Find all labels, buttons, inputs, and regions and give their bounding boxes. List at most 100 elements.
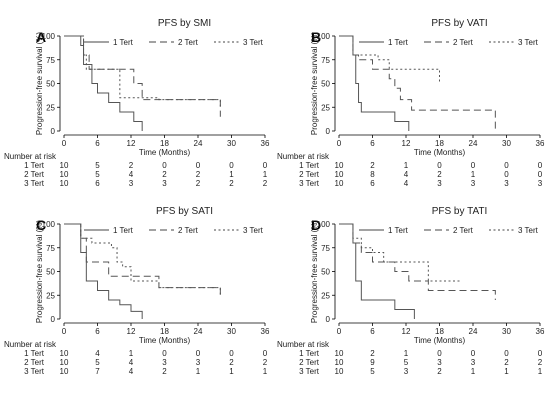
- x-tick-label: 24: [194, 327, 203, 336]
- risk-cell: 3: [129, 179, 134, 188]
- risk-cell: 1: [471, 367, 476, 376]
- risk-row-label: 1 Tert: [299, 349, 320, 358]
- risk-cell: 0: [538, 161, 543, 170]
- risk-cell: 4: [95, 349, 100, 358]
- legend-label-2: 2 Tert: [178, 38, 199, 47]
- y-tick-label: 0: [51, 127, 56, 136]
- x-tick-label: 30: [502, 139, 511, 148]
- y-tick-label: 100: [42, 220, 56, 229]
- risk-cell: 0: [263, 161, 268, 170]
- risk-cell: 1: [129, 349, 134, 358]
- risk-cell: 6: [95, 179, 100, 188]
- risk-row-label: 2 Tert: [24, 358, 45, 367]
- x-tick-label: 18: [435, 327, 444, 336]
- risk-cell: 2: [229, 358, 234, 367]
- x-tick-label: 6: [370, 327, 375, 336]
- x-axis-label: Time (Months): [414, 148, 466, 157]
- x-axis-label: Time (Months): [139, 336, 191, 345]
- risk-cell: 2: [263, 179, 268, 188]
- y-axis-label: Progression-free survival (%): [310, 32, 319, 135]
- y-tick-label: 50: [321, 80, 330, 89]
- risk-cell: 0: [437, 161, 442, 170]
- risk-cell: 10: [335, 349, 344, 358]
- risk-cell: 1: [263, 367, 268, 376]
- x-tick-label: 12: [402, 139, 411, 148]
- y-tick-label: 75: [321, 244, 330, 253]
- legend-label-1: 1 Tert: [113, 226, 134, 235]
- legend-label-1: 1 Tert: [388, 38, 409, 47]
- y-tick-label: 100: [317, 220, 331, 229]
- chart-title: PFS by TATI: [432, 206, 488, 217]
- series-line-2: [339, 223, 496, 300]
- risk-cell: 2: [229, 179, 234, 188]
- risk-cell: 2: [437, 367, 442, 376]
- x-tick-label: 0: [337, 327, 342, 336]
- risk-cell: 2: [196, 179, 201, 188]
- x-tick-label: 24: [469, 139, 478, 148]
- risk-cell: 0: [263, 349, 268, 358]
- y-axis-label: Progression-free survival (%): [35, 220, 44, 323]
- risk-cell: 3: [404, 367, 409, 376]
- risk-cell: 0: [538, 170, 543, 179]
- risk-cell: 0: [471, 161, 476, 170]
- risk-table-label: Number at risk: [277, 152, 330, 161]
- y-tick-label: 50: [46, 268, 55, 277]
- x-tick-label: 36: [261, 327, 270, 336]
- x-tick-label: 12: [402, 327, 411, 336]
- legend-label-2: 2 Tert: [178, 226, 199, 235]
- risk-cell: 4: [404, 170, 409, 179]
- x-axis-label: Time (Months): [139, 148, 191, 157]
- y-tick-label: 0: [326, 127, 331, 136]
- risk-cell: 8: [370, 170, 375, 179]
- risk-cell: 10: [60, 161, 69, 170]
- legend-label-3: 3 Tert: [243, 226, 264, 235]
- x-tick-label: 30: [502, 327, 511, 336]
- risk-cell: 5: [95, 161, 100, 170]
- risk-cell: 3: [471, 179, 476, 188]
- risk-cell: 0: [504, 161, 509, 170]
- x-tick-label: 12: [127, 139, 136, 148]
- legend-label-3: 3 Tert: [243, 38, 264, 47]
- x-tick-label: 0: [337, 139, 342, 148]
- risk-cell: 4: [404, 179, 409, 188]
- risk-cell: 0: [196, 349, 201, 358]
- risk-cell: 10: [335, 358, 344, 367]
- x-tick-label: 12: [127, 327, 136, 336]
- series-line-1: [64, 223, 143, 319]
- y-tick-label: 100: [317, 32, 331, 41]
- risk-cell: 2: [538, 358, 543, 367]
- y-tick-label: 75: [46, 56, 55, 65]
- risk-cell: 0: [229, 349, 234, 358]
- x-tick-label: 6: [95, 139, 100, 148]
- series-line-3: [64, 223, 221, 296]
- y-tick-label: 0: [51, 315, 56, 324]
- x-axis-label: Time (Months): [414, 336, 466, 345]
- panel-letter: B: [311, 29, 321, 45]
- risk-row-label: 3 Tert: [24, 367, 45, 376]
- chart-title: PFS by SATI: [156, 206, 213, 217]
- panel-letter: D: [311, 217, 321, 233]
- panel-letter: A: [36, 29, 46, 45]
- x-tick-label: 0: [62, 327, 67, 336]
- risk-row-label: 2 Tert: [299, 358, 320, 367]
- risk-row-label: 1 Tert: [299, 161, 320, 170]
- risk-cell: 4: [129, 358, 134, 367]
- risk-cell: 10: [335, 179, 344, 188]
- risk-cell: 1: [229, 170, 234, 179]
- risk-cell: 3: [437, 358, 442, 367]
- y-tick-label: 25: [321, 291, 330, 300]
- risk-cell: 0: [504, 349, 509, 358]
- series-line-2: [339, 35, 496, 131]
- risk-cell: 1: [538, 367, 543, 376]
- risk-cell: 2: [437, 170, 442, 179]
- chart-title: PFS by SMI: [158, 18, 211, 29]
- series-line-1: [339, 35, 410, 131]
- risk-cell: 0: [504, 170, 509, 179]
- y-tick-label: 25: [321, 103, 330, 112]
- risk-cell: 1: [263, 170, 268, 179]
- risk-cell: 2: [370, 161, 375, 170]
- risk-cell: 3: [162, 179, 167, 188]
